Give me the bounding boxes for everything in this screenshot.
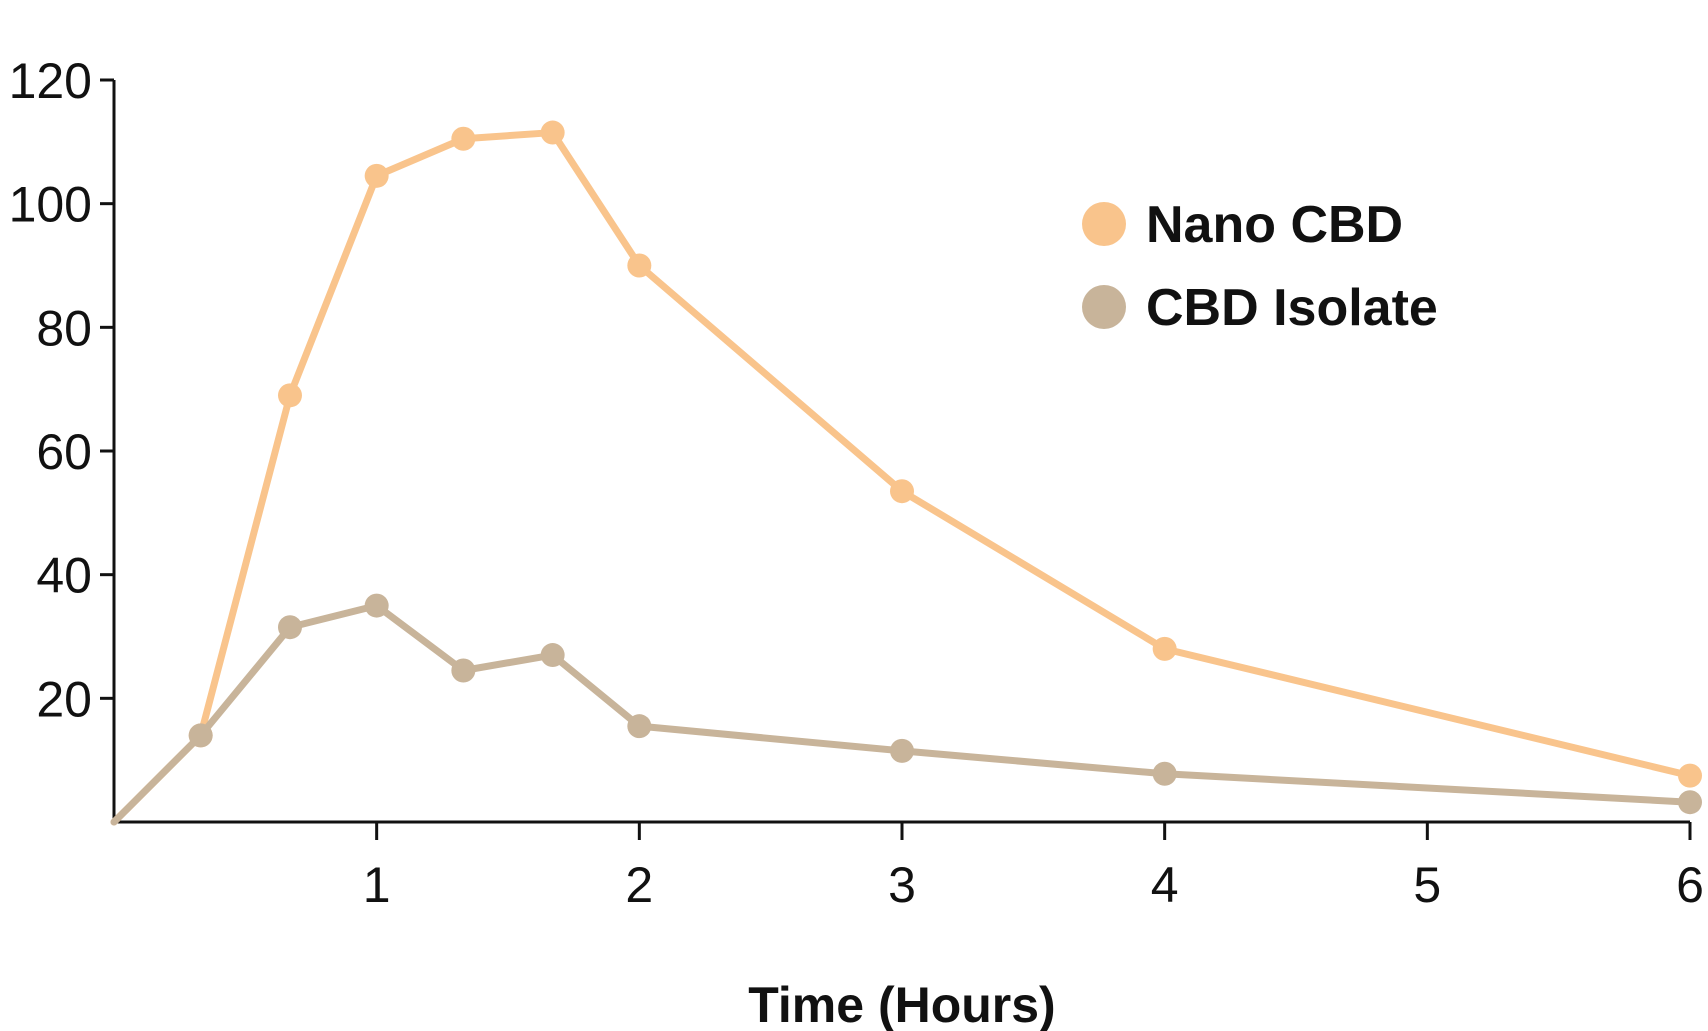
data-point [451, 126, 476, 151]
data-point [1152, 761, 1177, 786]
y-tick-label: 80 [36, 300, 92, 356]
x-axis-ticks: 1 2 3 4 5 6 [363, 822, 1704, 913]
series-layer [110, 120, 1702, 826]
y-axis-ticks: 20 40 60 80 100 120 [9, 53, 114, 727]
data-point [451, 658, 476, 683]
x-axis-title: Time (Hours) [748, 977, 1055, 1031]
data-point [188, 723, 213, 748]
legend-label: Nano CBD [1146, 196, 1403, 254]
data-point [540, 120, 565, 145]
data-point [364, 163, 389, 188]
y-tick-label: 100 [9, 177, 92, 233]
data-point [627, 253, 652, 278]
data-point [890, 479, 914, 504]
y-tick-label: 40 [36, 548, 92, 604]
data-point [627, 714, 652, 739]
data-point [1678, 763, 1702, 788]
x-tick-label: 5 [1413, 857, 1441, 913]
x-tick-label: 4 [1151, 857, 1179, 913]
data-point [277, 383, 302, 408]
x-tick-label: 2 [625, 857, 653, 913]
legend-item: Nano CBD [1082, 196, 1403, 254]
axes: 20 40 60 80 100 120 1 2 3 4 5 6 [9, 53, 1704, 913]
y-tick-label: 120 [9, 53, 92, 109]
y-tick-label: 60 [36, 424, 92, 480]
series-line [110, 129, 1694, 826]
data-point [1152, 636, 1177, 661]
legend-label: CBD Isolate [1146, 279, 1438, 337]
data-point [364, 593, 389, 618]
legend-swatch [1082, 285, 1126, 329]
data-point [1678, 790, 1702, 815]
legend: Nano CBD CBD Isolate [1082, 196, 1438, 337]
series-nano-cbd [110, 120, 1702, 826]
x-tick-label: 6 [1676, 857, 1704, 913]
legend-swatch [1082, 202, 1126, 246]
data-point [890, 738, 914, 763]
data-point [540, 643, 565, 668]
data-point [277, 615, 302, 640]
series-cbd-isolate [110, 593, 1702, 826]
y-tick-label: 20 [36, 671, 92, 727]
x-tick-label: 3 [888, 857, 916, 913]
series-line [110, 602, 1694, 826]
legend-item: CBD Isolate [1082, 279, 1438, 337]
x-tick-label: 1 [363, 857, 391, 913]
